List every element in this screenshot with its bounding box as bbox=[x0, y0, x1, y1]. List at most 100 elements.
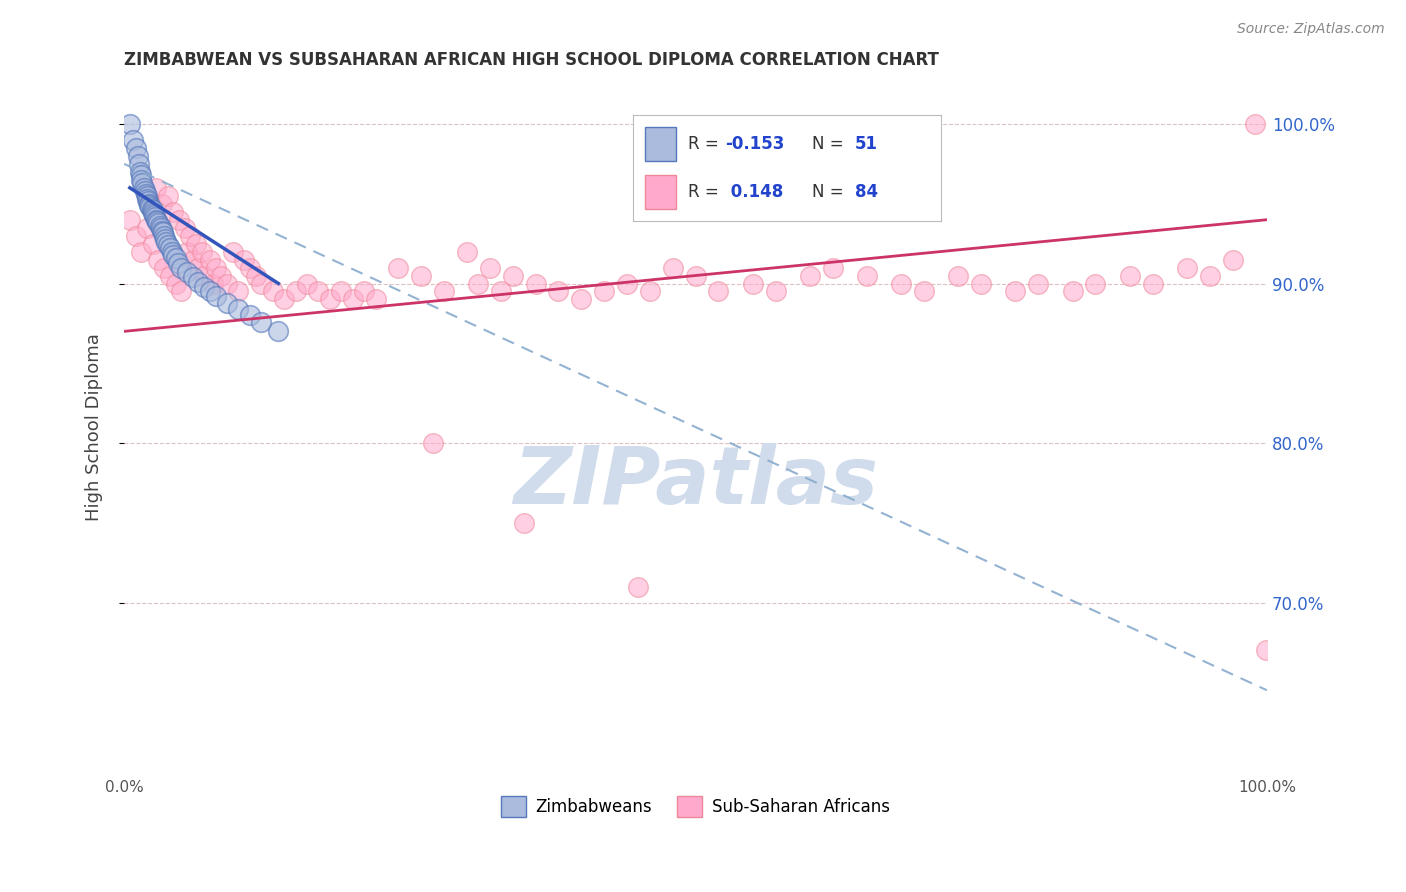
Point bbox=[184, 236, 207, 251]
Point bbox=[148, 216, 170, 230]
Point bbox=[155, 232, 177, 246]
Text: ZIPatlas: ZIPatlas bbox=[513, 443, 877, 521]
Point bbox=[152, 226, 174, 240]
Point bbox=[150, 196, 173, 211]
Point bbox=[118, 117, 141, 131]
Point bbox=[307, 285, 329, 299]
Point bbox=[202, 277, 225, 291]
Point bbox=[118, 212, 141, 227]
Point bbox=[153, 260, 176, 275]
Point bbox=[138, 196, 160, 211]
Point bbox=[179, 228, 201, 243]
Point bbox=[141, 202, 163, 216]
Point bbox=[233, 252, 256, 267]
Point bbox=[167, 212, 190, 227]
Point bbox=[148, 219, 170, 233]
Legend: Zimbabweans, Sub-Saharan Africans: Zimbabweans, Sub-Saharan Africans bbox=[494, 789, 897, 823]
Point bbox=[124, 228, 146, 243]
Point bbox=[467, 277, 489, 291]
Point bbox=[193, 279, 215, 293]
Point bbox=[156, 238, 179, 252]
Point bbox=[799, 268, 821, 283]
Point bbox=[209, 268, 232, 283]
Point bbox=[165, 277, 187, 291]
Point bbox=[1254, 643, 1277, 657]
Point bbox=[181, 252, 204, 267]
Point bbox=[478, 260, 501, 275]
Point bbox=[159, 241, 181, 255]
Point bbox=[295, 277, 318, 291]
Point bbox=[856, 268, 879, 283]
Point bbox=[1028, 277, 1050, 291]
Point bbox=[145, 181, 167, 195]
Point bbox=[215, 277, 238, 291]
Point bbox=[143, 210, 166, 224]
Point bbox=[513, 516, 536, 530]
Point bbox=[124, 141, 146, 155]
Point bbox=[204, 289, 226, 303]
Text: ZIMBABWEAN VS SUBSAHARAN AFRICAN HIGH SCHOOL DIPLOMA CORRELATION CHART: ZIMBABWEAN VS SUBSAHARAN AFRICAN HIGH SC… bbox=[124, 51, 939, 69]
Point bbox=[330, 285, 353, 299]
Point bbox=[245, 268, 267, 283]
Point bbox=[627, 580, 650, 594]
Point bbox=[176, 244, 198, 259]
Point bbox=[166, 256, 188, 270]
Point bbox=[136, 220, 159, 235]
Point bbox=[136, 192, 159, 206]
Point bbox=[524, 277, 547, 291]
Point bbox=[250, 277, 273, 291]
Point bbox=[142, 206, 165, 220]
Point bbox=[132, 181, 155, 195]
Point bbox=[159, 268, 181, 283]
Point bbox=[638, 285, 661, 299]
Point bbox=[228, 301, 250, 316]
Point bbox=[1004, 285, 1026, 299]
Point bbox=[148, 252, 170, 267]
Point bbox=[262, 285, 284, 299]
Point bbox=[273, 293, 295, 307]
Point bbox=[569, 293, 592, 307]
Point bbox=[136, 194, 159, 208]
Point bbox=[250, 315, 273, 329]
Point bbox=[239, 260, 262, 275]
Point bbox=[821, 260, 844, 275]
Point bbox=[267, 324, 290, 338]
Point bbox=[150, 224, 173, 238]
Point bbox=[187, 275, 209, 289]
Point bbox=[890, 277, 912, 291]
Point bbox=[198, 252, 221, 267]
Point bbox=[547, 285, 569, 299]
Point bbox=[661, 260, 683, 275]
Point bbox=[156, 188, 179, 202]
Point bbox=[153, 228, 176, 243]
Point bbox=[162, 204, 184, 219]
Point bbox=[142, 208, 165, 222]
Point bbox=[181, 270, 204, 285]
Point bbox=[138, 198, 160, 212]
Point bbox=[411, 268, 433, 283]
Point bbox=[1244, 117, 1267, 131]
Point bbox=[198, 285, 221, 299]
Point bbox=[1198, 268, 1220, 283]
Point bbox=[456, 244, 478, 259]
Point bbox=[1062, 285, 1084, 299]
Point bbox=[228, 285, 250, 299]
Point bbox=[162, 248, 184, 262]
Point bbox=[593, 285, 616, 299]
Point bbox=[191, 244, 214, 259]
Point bbox=[1084, 277, 1107, 291]
Point bbox=[176, 265, 198, 279]
Point bbox=[170, 260, 193, 275]
Point bbox=[502, 268, 524, 283]
Point bbox=[187, 260, 209, 275]
Point bbox=[765, 285, 787, 299]
Point bbox=[912, 285, 935, 299]
Point bbox=[239, 309, 262, 323]
Point bbox=[1142, 277, 1164, 291]
Point bbox=[1175, 260, 1198, 275]
Text: Source: ZipAtlas.com: Source: ZipAtlas.com bbox=[1237, 22, 1385, 37]
Point bbox=[142, 203, 165, 218]
Point bbox=[1119, 268, 1142, 283]
Point bbox=[342, 293, 364, 307]
Point bbox=[387, 260, 409, 275]
